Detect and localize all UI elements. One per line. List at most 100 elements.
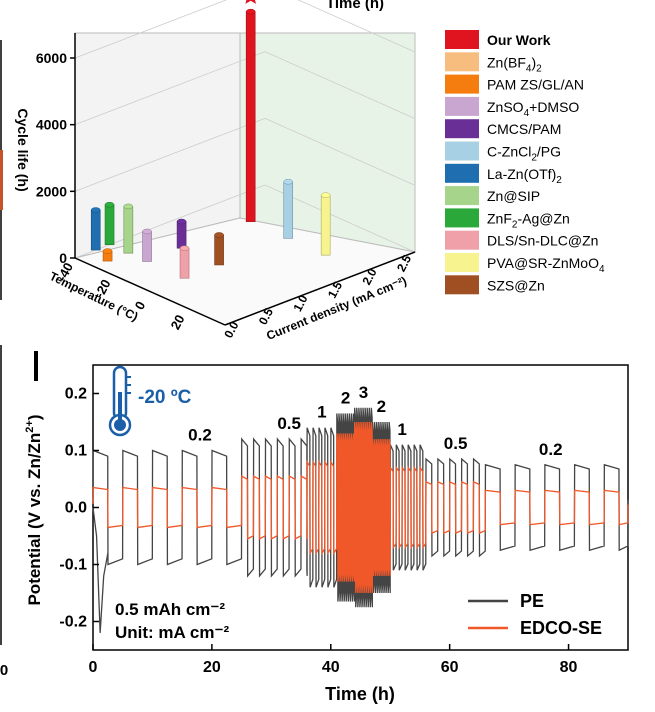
legend-label: PVA@SR-ZnMoO4 bbox=[487, 255, 605, 275]
grid-line-z bbox=[74, 51, 416, 126]
legend-label: ZnSO4+DMSO bbox=[487, 99, 579, 119]
x-tick-label: 80 bbox=[560, 659, 578, 676]
legend-label: C-ZnCl2/PG bbox=[487, 144, 561, 164]
rate-performance-chart: 0 0 20 40 60 80-0.2-0.10.00.10.2 0.20.512 321… bbox=[0, 345, 629, 704]
bar-cap bbox=[104, 201, 115, 208]
rate-label: 0.5 bbox=[277, 414, 301, 433]
grid-lines bbox=[74, 0, 416, 259]
rate-label: 1 bbox=[397, 420, 406, 439]
z-tick-labels: 0 2000 4000 6000 bbox=[36, 50, 75, 266]
legend-swatch bbox=[445, 119, 479, 139]
legend-label-edco: EDCO-SE bbox=[520, 618, 602, 638]
bar-cap bbox=[90, 207, 101, 213]
axis-ticks: 0 20 40 60 80 -0.2 -0.1 0.0 0.1 0.2 bbox=[59, 386, 577, 677]
legend-swatch bbox=[445, 52, 479, 72]
y-tick-label: -0.1 bbox=[59, 557, 87, 574]
z-tick-label: 0 bbox=[59, 250, 67, 266]
bar-zn-sip bbox=[123, 206, 134, 254]
legend-swatch bbox=[445, 275, 479, 295]
x-tick-label: 60 bbox=[441, 659, 459, 676]
bar-cap bbox=[320, 192, 331, 198]
rate-label: 2 bbox=[341, 388, 350, 407]
bar-our-work bbox=[245, 11, 256, 222]
grid-line-z bbox=[74, 0, 416, 59]
legend-label: DLS/Sn-DLC@Zn bbox=[487, 233, 598, 249]
traces bbox=[92, 407, 629, 633]
cropped-mark bbox=[34, 351, 38, 381]
z-axis-label: Cycle life (h) bbox=[15, 108, 31, 191]
bar-cap bbox=[142, 228, 152, 235]
legend-label: Our Work bbox=[487, 32, 551, 48]
legend-label: Zn@SIP bbox=[487, 188, 540, 204]
legend-swatch bbox=[445, 74, 479, 94]
bar-pva-sr-znmoo4 bbox=[320, 194, 331, 256]
trace-edco-se bbox=[92, 421, 629, 594]
temperature-label: -20 ºC bbox=[138, 387, 192, 408]
y-tick-label: -0.2 bbox=[59, 614, 87, 631]
bar-szs-zn bbox=[214, 234, 224, 266]
legend-swatch bbox=[445, 253, 479, 272]
bar-znf2-ag-zn bbox=[104, 204, 115, 246]
x-axis-label: Time (h) bbox=[325, 684, 395, 704]
legend-label: CMCS/PAM bbox=[487, 121, 561, 137]
rate-label: 0.5 bbox=[444, 434, 468, 453]
z-tick-label: 2000 bbox=[36, 183, 67, 199]
y-axis-label: Potential (V vs. Zn/Zn2+) bbox=[24, 414, 44, 605]
x-tick-label: 20 bbox=[203, 659, 221, 676]
legend-label-pe: PE bbox=[520, 591, 544, 611]
legend: Our Work Zn(BF4)2 PAM ZS/GL/AN ZnSO4+DMSO CM… bbox=[445, 30, 605, 295]
legend-swatch bbox=[445, 208, 479, 228]
unit-annotation: Unit: mA cm⁻² bbox=[115, 623, 229, 642]
top-title-fragment: Time (h) bbox=[326, 0, 384, 12]
legend-label: ZnF2-Ag@Zn bbox=[487, 210, 570, 230]
bar-cap bbox=[179, 245, 190, 251]
y-tick-label: 0.1 bbox=[65, 443, 87, 460]
y-tick-label: 0.2 bbox=[65, 386, 87, 403]
legend-label: La-Zn(OTf)2 bbox=[487, 166, 562, 186]
bar-dls-sn-dlc-zn bbox=[179, 247, 190, 279]
rate-label: 0.2 bbox=[188, 426, 212, 445]
legend-label: PAM ZS/GL/AN bbox=[487, 77, 584, 93]
capacity-annotation: 0.5 mAh cm⁻² bbox=[115, 600, 225, 619]
legend-label: SZS@Zn bbox=[487, 277, 545, 293]
legend-swatch bbox=[445, 30, 479, 49]
legend-swatch bbox=[445, 163, 479, 183]
legend-swatch bbox=[445, 230, 479, 250]
grid-line-z bbox=[74, 117, 416, 192]
rate-label: 0.2 bbox=[539, 440, 563, 459]
bar-cap bbox=[214, 232, 224, 238]
x-tick-label: 40 bbox=[322, 659, 340, 676]
grid-line-z bbox=[74, 184, 416, 259]
thermometer-icon bbox=[108, 365, 132, 437]
y-tick-label: 0.0 bbox=[65, 500, 87, 517]
temperature-tick-label: 20 bbox=[168, 312, 188, 332]
current-density-axis bbox=[224, 251, 416, 326]
z-tick-label: 6000 bbox=[36, 50, 67, 66]
rate-label: 3 bbox=[359, 383, 368, 402]
z-tick-label: 4000 bbox=[36, 117, 67, 133]
left-fragment-mark bbox=[0, 150, 3, 210]
left-fragment-tick: 0 bbox=[0, 662, 8, 679]
rate-label: 2 bbox=[377, 397, 386, 416]
legend-label: Zn(BF4)2 bbox=[487, 54, 542, 74]
bars bbox=[90, 0, 331, 279]
legend-swatch bbox=[445, 96, 479, 116]
bar-cap bbox=[123, 203, 134, 210]
bar-c-zncl2-pg bbox=[283, 181, 293, 239]
bar-cap bbox=[176, 218, 187, 225]
bar-cap bbox=[102, 248, 113, 254]
legend-swatch bbox=[445, 141, 479, 161]
bar-cap bbox=[245, 8, 256, 15]
bar-cap bbox=[283, 178, 293, 185]
star-icon bbox=[245, 0, 256, 4]
x-tick-label: 0 bbox=[89, 659, 98, 676]
temperature-axis bbox=[74, 257, 226, 326]
bar-la-zn-otf-2 bbox=[90, 209, 101, 251]
legend-swatch bbox=[445, 186, 479, 206]
rate-label: 1 bbox=[317, 403, 326, 422]
bar-znso4-dmso bbox=[142, 231, 152, 262]
bar-cmcs-pam bbox=[176, 221, 187, 249]
current-density-tick-label: 0.0 bbox=[221, 319, 241, 340]
